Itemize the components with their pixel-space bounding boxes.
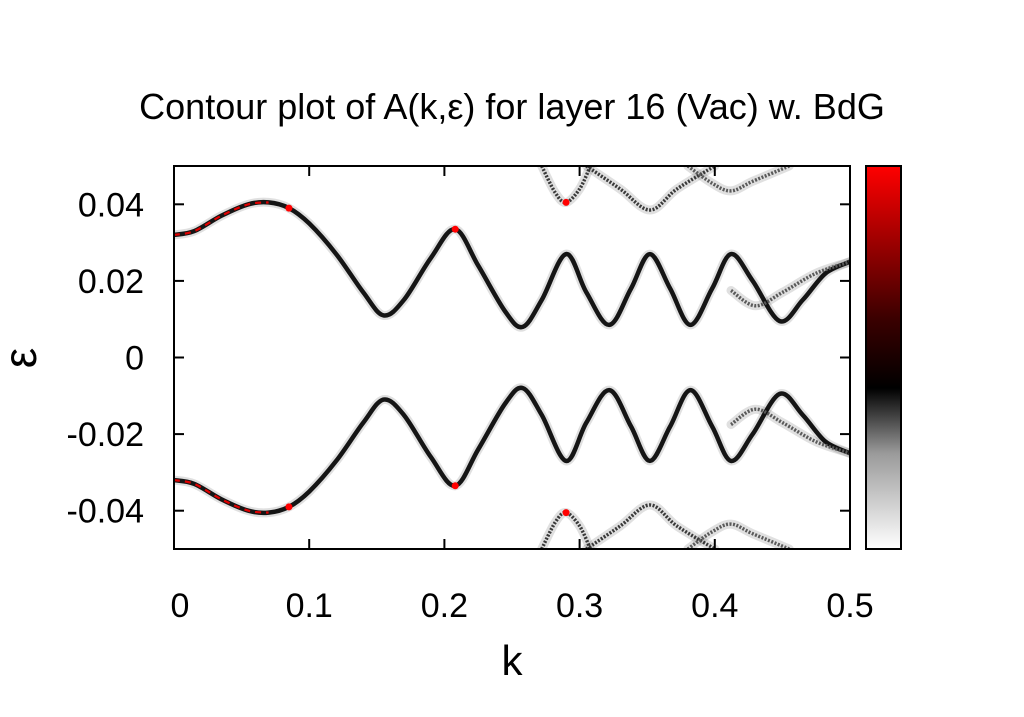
colorbar [865,165,902,550]
plot-frame [173,165,851,550]
x-axis: 0 0.1 0.2 0.3 0.4 0.5 [171,166,874,625]
band-negative [729,407,850,455]
y-tick-label: -0.02 [67,416,145,454]
x-tick-label: 0.3 [556,587,603,625]
peak-marker [562,198,570,206]
y-tick-label: 0.04 [78,186,144,224]
x-tick-label: 0.4 [691,587,738,625]
x-axis-label: k [502,637,524,684]
peak-marker [285,503,293,511]
band-positive [540,166,592,205]
x-tick-label: 0.2 [421,587,468,625]
peak-marker [451,225,459,233]
chart-title: Contour plot of A(k,ε) for layer 16 (Vac… [139,86,885,127]
band-peak-positive [174,201,269,236]
peak-marker [562,509,570,517]
y-tick-label: 0.02 [78,263,144,301]
x-tick-label: 0 [171,587,190,625]
y-tick-label: 0 [125,340,144,378]
peak-marker [451,482,459,490]
band-negative [585,503,716,549]
x-tick-label: 0.1 [286,587,333,625]
band-negative [540,510,592,549]
y-axis: 0.04 0.02 0 -0.02 -0.04 [67,186,850,531]
y-axis-label: ε [0,348,46,369]
y-tick-label: -0.04 [67,493,145,531]
x-tick-label: 0.5 [826,587,873,625]
spectral-bands [174,166,850,549]
band-positive [585,166,716,212]
band-negative [686,522,790,549]
peak-marker [285,204,293,212]
band-positive [686,166,790,193]
band-positive [729,260,850,308]
band-peak-negative [174,479,269,514]
